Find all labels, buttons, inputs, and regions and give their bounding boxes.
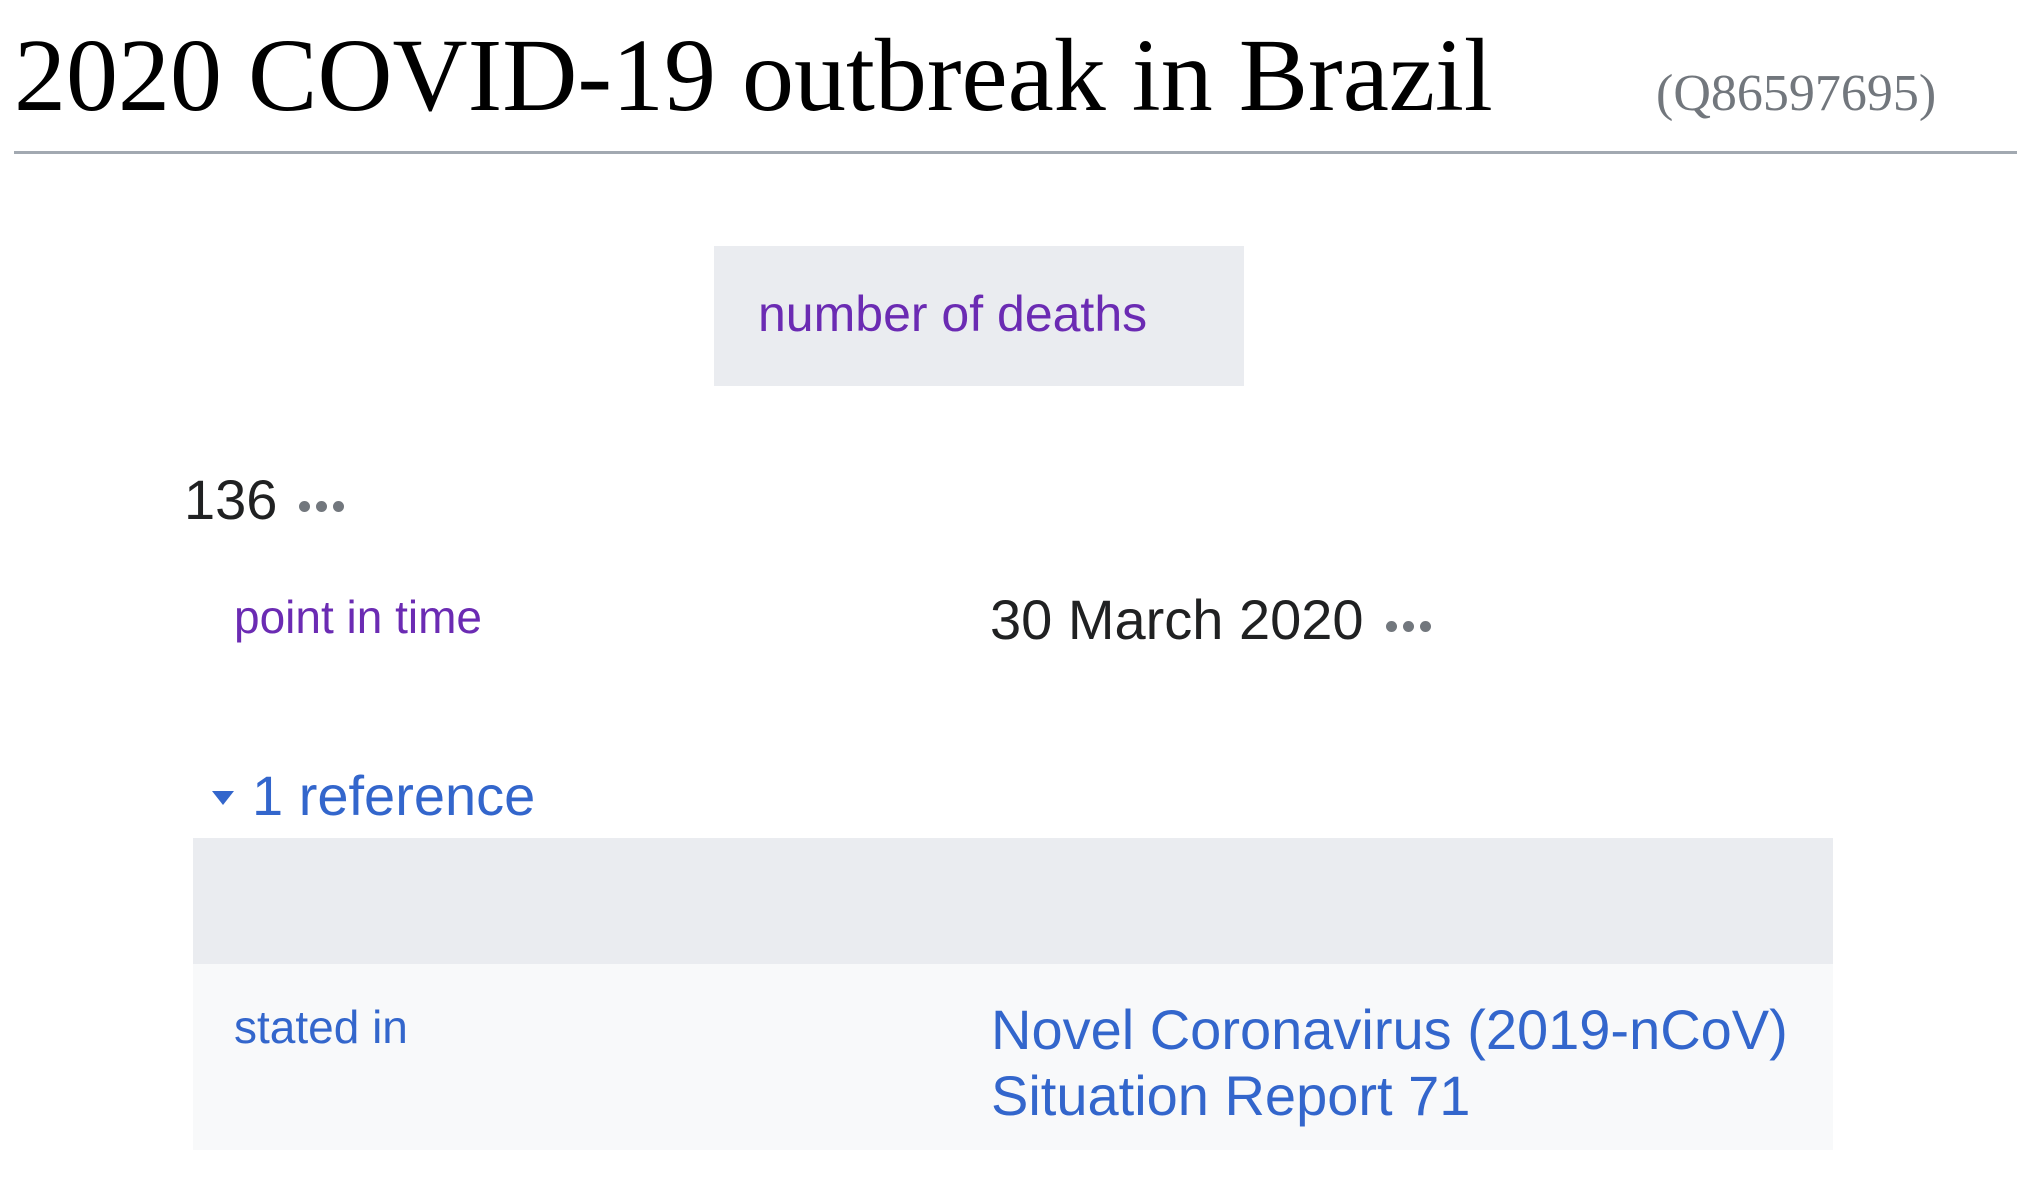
triangle-down-icon <box>212 790 234 805</box>
reference-property-link-stated-in[interactable]: stated in <box>234 1001 408 1053</box>
reference-body: stated in Novel Coronavirus (2019-nCoV) … <box>193 964 1833 1150</box>
ellipsis-icon[interactable] <box>299 487 345 513</box>
references-toggle[interactable]: 1 reference <box>212 762 535 829</box>
ellipsis-icon[interactable] <box>1385 607 1431 633</box>
reference-value-link[interactable]: Novel Coronavirus (2019-nCoV) Situation … <box>991 997 1788 1129</box>
page-heading: 2020 COVID-19 outbreak in Brazil (Q86597… <box>14 18 2017 154</box>
reference-value-line-2: Situation Report 71 <box>991 1064 1471 1127</box>
statement-value-text: 136 <box>184 468 278 531</box>
reference-value-line-1: Novel Coronavirus (2019-nCoV) <box>991 998 1788 1061</box>
entity-id: (Q86597695) <box>1656 65 1937 122</box>
property-label-box: number of deaths <box>714 246 1244 386</box>
page-title: 2020 COVID-19 outbreak in Brazil <box>14 18 1493 133</box>
qualifier-value-text: 30 March 2020 <box>990 588 1364 651</box>
qualifier-property-link-point-in-time[interactable]: point in time <box>234 591 483 643</box>
property-link-number-of-deaths[interactable]: number of deaths <box>758 286 1148 342</box>
statement-value: 136 <box>184 466 345 533</box>
qualifier-value: 30 March 2020 <box>990 586 1431 653</box>
references-toggle-label: 1 reference <box>252 764 536 827</box>
reference-header <box>193 838 1833 964</box>
